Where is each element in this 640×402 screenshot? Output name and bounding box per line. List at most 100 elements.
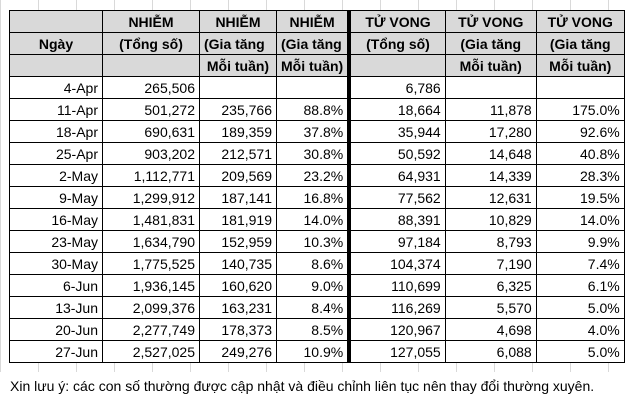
value-cell bbox=[276, 76, 350, 99]
value-cell: 14.0% bbox=[276, 208, 350, 231]
value-cell: 16.8% bbox=[276, 186, 350, 209]
value-cell: 104,374 bbox=[347, 252, 446, 275]
value-cell: 14,648 bbox=[444, 142, 537, 165]
value-cell: 8,793 bbox=[444, 230, 537, 253]
value-cell: 209,569 bbox=[199, 164, 277, 187]
table-row: 23-May 1,634,790 152,959 10.3% 97,184 8,793 9.… bbox=[9, 230, 625, 253]
value-cell: 14.0% bbox=[535, 208, 625, 231]
value-cell: 178,373 bbox=[199, 318, 277, 341]
table-row: 2-May 1,112,771 209,569 23.2% 64,931 14,339 28… bbox=[9, 164, 625, 187]
value-cell: 7.4% bbox=[535, 252, 625, 275]
value-cell: 12,631 bbox=[444, 186, 537, 209]
value-cell: 4,698 bbox=[444, 318, 537, 341]
value-cell: 6.1% bbox=[535, 274, 625, 297]
value-cell: 8.5% bbox=[276, 318, 350, 341]
value-cell: 2,099,376 bbox=[102, 296, 200, 319]
date-cell: 9-May bbox=[9, 186, 103, 209]
value-cell: 5.0% bbox=[535, 340, 625, 363]
header-cell: NHIỄM bbox=[276, 10, 350, 33]
value-cell: 116,269 bbox=[347, 296, 446, 319]
value-cell: 23.2% bbox=[276, 164, 350, 187]
value-cell: 1,481,831 bbox=[102, 208, 200, 231]
value-cell: 4.0% bbox=[535, 318, 625, 341]
header-cell: Mỗi tuần) bbox=[199, 54, 277, 77]
value-cell: 64,931 bbox=[347, 164, 446, 187]
value-cell: 1,299,912 bbox=[102, 186, 200, 209]
value-cell: 18,664 bbox=[347, 98, 446, 121]
date-cell: 6-Jun bbox=[9, 274, 103, 297]
header-cell: (Gia tăng bbox=[199, 32, 277, 55]
table-row: 13-Jun 2,099,376 163,231 8.4% 116,269 5,570 5.… bbox=[9, 296, 625, 319]
date-cell: 25-Apr bbox=[9, 142, 103, 165]
table-row: 18-Apr 690,631 189,359 37.8% 35,944 17,280 92.… bbox=[9, 120, 625, 143]
value-cell: 5.0% bbox=[535, 296, 625, 319]
value-cell: 88.8% bbox=[276, 98, 350, 121]
header-cell: NHIỄM bbox=[102, 10, 200, 33]
header-cell: (Gia tăng bbox=[535, 32, 625, 55]
date-cell: 4-Apr bbox=[9, 76, 103, 99]
table-row: 9-May 1,299,912 187,141 16.8% 77,562 12,631 19… bbox=[9, 186, 625, 209]
value-cell: 110,699 bbox=[347, 274, 446, 297]
header-cell: Mỗi tuần) bbox=[444, 54, 537, 77]
header-cell: TỬ VONG bbox=[347, 10, 446, 33]
value-cell: 181,919 bbox=[199, 208, 277, 231]
value-cell: 14,339 bbox=[444, 164, 537, 187]
value-cell: 6,786 bbox=[347, 76, 446, 99]
value-cell: 97,184 bbox=[347, 230, 446, 253]
header-row-1: NHIỄM NHIỄM NHIỄM TỬ VONG TỬ VONG TỬ VON… bbox=[9, 10, 625, 33]
value-cell: 30.8% bbox=[276, 142, 350, 165]
header-cell: TỬ VONG bbox=[535, 10, 625, 33]
value-cell: 160,620 bbox=[199, 274, 277, 297]
value-cell: 50,592 bbox=[347, 142, 446, 165]
value-cell: 265,506 bbox=[102, 76, 200, 99]
header-cell: Ngày bbox=[9, 32, 103, 55]
header-row-2: Ngày (Tổng số) (Gia tăng (Gia tăng (Tổng… bbox=[9, 32, 625, 55]
table-row: 30-May 1,775,525 140,735 8.6% 104,374 7,190 7.… bbox=[9, 252, 625, 275]
value-cell: 140,735 bbox=[199, 252, 277, 275]
value-cell: 1,936,145 bbox=[102, 274, 200, 297]
value-cell: 690,631 bbox=[102, 120, 200, 143]
value-cell: 189,359 bbox=[199, 120, 277, 143]
header-cell: (Tổng số) bbox=[347, 32, 446, 55]
date-cell: 11-Apr bbox=[9, 98, 103, 121]
value-cell: 163,231 bbox=[199, 296, 277, 319]
header-cell: NHIỄM bbox=[199, 10, 277, 33]
value-cell: 8.6% bbox=[276, 252, 350, 275]
table-row: 4-Apr 265,506 6,786 bbox=[9, 76, 625, 99]
value-cell: 187,141 bbox=[199, 186, 277, 209]
value-cell: 6,088 bbox=[444, 340, 537, 363]
value-cell: 77,562 bbox=[347, 186, 446, 209]
table-row: 16-May 1,481,831 181,919 14.0% 88,391 10,829 1… bbox=[9, 208, 625, 231]
table-row: 11-Apr 501,272 235,766 88.8% 18,664 11,878 175… bbox=[9, 98, 625, 121]
date-cell: 30-May bbox=[9, 252, 103, 275]
value-cell: 8.4% bbox=[276, 296, 350, 319]
value-cell bbox=[199, 76, 277, 99]
header-cell: (Gia tăng bbox=[444, 32, 537, 55]
date-cell: 23-May bbox=[9, 230, 103, 253]
date-cell: 18-Apr bbox=[9, 120, 103, 143]
table-row: 25-Apr 903,202 212,571 30.8% 50,592 14,648 40.… bbox=[9, 142, 625, 165]
value-cell: 28.3% bbox=[535, 164, 625, 187]
value-cell: 9.0% bbox=[276, 274, 350, 297]
table-row: 6-Jun 1,936,145 160,620 9.0% 110,699 6,325 6.1… bbox=[9, 274, 625, 297]
value-cell bbox=[444, 76, 537, 99]
date-cell: 27-Jun bbox=[9, 340, 103, 363]
value-cell: 501,272 bbox=[102, 98, 200, 121]
value-cell: 5,570 bbox=[444, 296, 537, 319]
header-cell: TỬ VONG bbox=[444, 10, 537, 33]
header-cell bbox=[347, 54, 446, 77]
header-cell: Mỗi tuần) bbox=[535, 54, 625, 77]
value-cell: 11,878 bbox=[444, 98, 537, 121]
header-cell bbox=[9, 10, 103, 33]
date-cell: 13-Jun bbox=[9, 296, 103, 319]
value-cell: 1,775,525 bbox=[102, 252, 200, 275]
value-cell: 40.8% bbox=[535, 142, 625, 165]
header-cell bbox=[102, 54, 200, 77]
table-row: 20-Jun 2,277,749 178,373 8.5% 120,967 4,698 4.… bbox=[9, 318, 625, 341]
header-cell bbox=[9, 54, 103, 77]
date-cell: 2-May bbox=[9, 164, 103, 187]
date-cell: 16-May bbox=[9, 208, 103, 231]
value-cell: 903,202 bbox=[102, 142, 200, 165]
value-cell: 249,276 bbox=[199, 340, 277, 363]
value-cell: 1,634,790 bbox=[102, 230, 200, 253]
